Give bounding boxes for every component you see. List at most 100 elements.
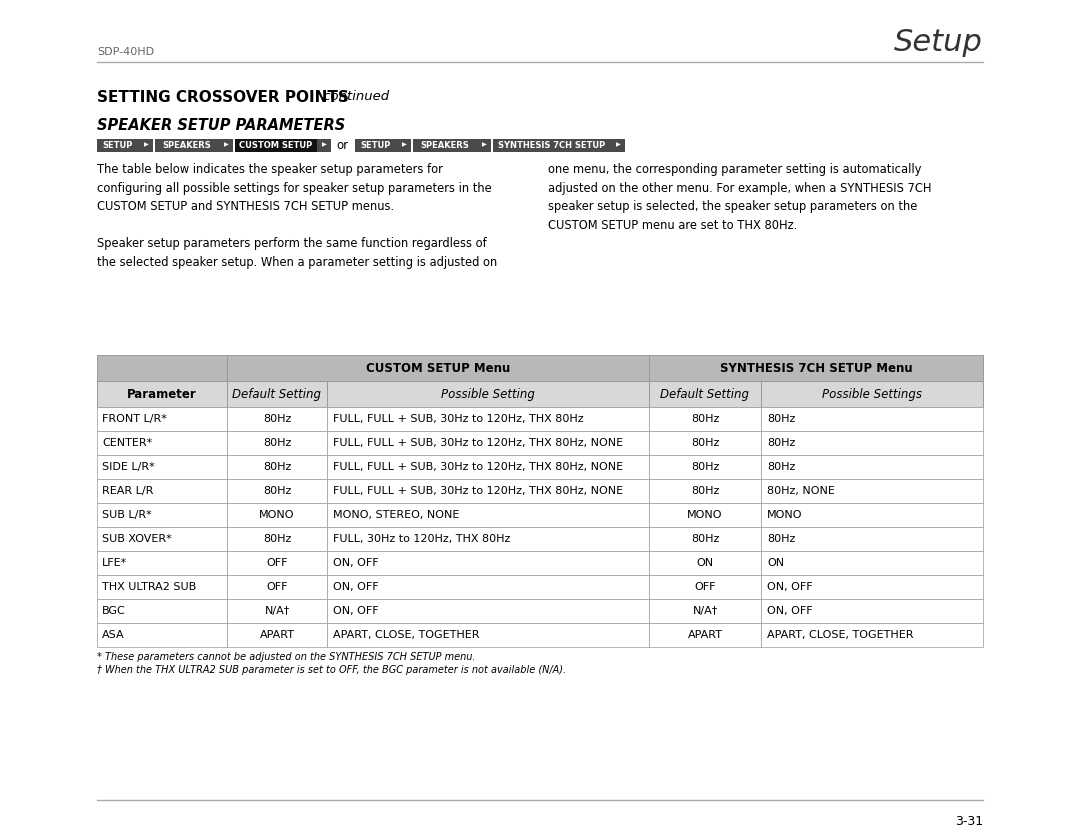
- Bar: [227, 575, 327, 599]
- Text: SYNTHESIS 7CH SETUP Menu: SYNTHESIS 7CH SETUP Menu: [719, 361, 913, 374]
- Text: 80Hz: 80Hz: [691, 534, 719, 544]
- Text: MONO: MONO: [687, 510, 723, 520]
- Text: ▶: ▶: [482, 143, 486, 148]
- Text: MONO: MONO: [259, 510, 295, 520]
- Bar: [97, 479, 227, 503]
- Text: 80Hz: 80Hz: [262, 414, 292, 424]
- Bar: [649, 551, 761, 575]
- Bar: [227, 355, 649, 381]
- Bar: [327, 407, 649, 431]
- Bar: [492, 138, 611, 152]
- Bar: [97, 381, 227, 407]
- Bar: [97, 407, 227, 431]
- Bar: [227, 503, 327, 527]
- Bar: [97, 455, 227, 479]
- Bar: [327, 381, 649, 407]
- Text: SPEAKERS: SPEAKERS: [163, 140, 212, 149]
- Text: 80Hz: 80Hz: [767, 414, 795, 424]
- Text: N/A†: N/A†: [265, 606, 289, 616]
- Bar: [227, 599, 327, 623]
- Bar: [761, 455, 983, 479]
- Text: THX ULTRA2 SUB: THX ULTRA2 SUB: [102, 582, 197, 592]
- Bar: [649, 381, 761, 407]
- Bar: [649, 599, 761, 623]
- Text: OFF: OFF: [267, 582, 287, 592]
- Text: FULL, 30Hz to 120Hz, THX 80Hz: FULL, 30Hz to 120Hz, THX 80Hz: [333, 534, 511, 544]
- Text: Setup: Setup: [894, 28, 983, 57]
- Bar: [611, 138, 625, 152]
- Text: 80Hz: 80Hz: [767, 462, 795, 472]
- Text: SIDE L/R*: SIDE L/R*: [102, 462, 154, 472]
- Bar: [761, 623, 983, 647]
- Bar: [227, 431, 327, 455]
- Text: 80Hz: 80Hz: [767, 534, 795, 544]
- Bar: [761, 407, 983, 431]
- Bar: [761, 431, 983, 455]
- Bar: [327, 575, 649, 599]
- Bar: [227, 381, 327, 407]
- Bar: [649, 479, 761, 503]
- Bar: [413, 138, 477, 152]
- Bar: [327, 599, 649, 623]
- Text: SETUP: SETUP: [103, 140, 133, 149]
- Bar: [327, 623, 649, 647]
- Bar: [761, 503, 983, 527]
- Bar: [761, 599, 983, 623]
- Bar: [327, 479, 649, 503]
- Text: FULL, FULL + SUB, 30Hz to 120Hz, THX 80Hz, NONE: FULL, FULL + SUB, 30Hz to 120Hz, THX 80H…: [333, 438, 623, 448]
- Text: ▶: ▶: [144, 143, 148, 148]
- Text: ON, OFF: ON, OFF: [333, 606, 379, 616]
- Bar: [327, 431, 649, 455]
- Bar: [139, 138, 153, 152]
- Bar: [649, 355, 983, 381]
- Bar: [327, 503, 649, 527]
- Bar: [156, 138, 219, 152]
- Text: 80Hz: 80Hz: [691, 486, 719, 496]
- Text: 80Hz, NONE: 80Hz, NONE: [767, 486, 835, 496]
- Text: REAR L/R: REAR L/R: [102, 486, 153, 496]
- Bar: [327, 455, 649, 479]
- Bar: [97, 575, 227, 599]
- Text: ▶: ▶: [402, 143, 406, 148]
- Bar: [649, 407, 761, 431]
- Text: FULL, FULL + SUB, 30Hz to 120Hz, THX 80Hz, NONE: FULL, FULL + SUB, 30Hz to 120Hz, THX 80H…: [333, 486, 623, 496]
- Text: SDP-40HD: SDP-40HD: [97, 47, 154, 57]
- Text: 80Hz: 80Hz: [262, 486, 292, 496]
- Text: CENTER*: CENTER*: [102, 438, 152, 448]
- Text: SETUP: SETUP: [361, 140, 391, 149]
- Text: * These parameters cannot be adjusted on the SYNTHESIS 7CH SETUP menu.: * These parameters cannot be adjusted on…: [97, 652, 475, 662]
- Bar: [355, 138, 397, 152]
- Bar: [97, 138, 139, 152]
- Bar: [97, 599, 227, 623]
- Text: LFE*: LFE*: [102, 558, 127, 568]
- Text: N/A†: N/A†: [692, 606, 717, 616]
- Text: 80Hz: 80Hz: [262, 462, 292, 472]
- Bar: [227, 455, 327, 479]
- Text: MONO: MONO: [767, 510, 802, 520]
- Text: SPEAKER SETUP PARAMETERS: SPEAKER SETUP PARAMETERS: [97, 118, 346, 133]
- Text: FULL, FULL + SUB, 30Hz to 120Hz, THX 80Hz, NONE: FULL, FULL + SUB, 30Hz to 120Hz, THX 80H…: [333, 462, 623, 472]
- Text: ON, OFF: ON, OFF: [767, 582, 812, 592]
- Text: MONO, STEREO, NONE: MONO, STEREO, NONE: [333, 510, 459, 520]
- Text: ON, OFF: ON, OFF: [333, 582, 379, 592]
- Text: one menu, the corresponding parameter setting is automatically
adjusted on the o: one menu, the corresponding parameter se…: [548, 163, 931, 232]
- Text: Possible Setting: Possible Setting: [441, 388, 535, 400]
- Bar: [227, 551, 327, 575]
- Text: APART: APART: [259, 630, 295, 640]
- Text: ON, OFF: ON, OFF: [767, 606, 812, 616]
- Text: 80Hz: 80Hz: [262, 534, 292, 544]
- Bar: [397, 138, 411, 152]
- Bar: [97, 623, 227, 647]
- Bar: [761, 551, 983, 575]
- Text: 80Hz: 80Hz: [691, 414, 719, 424]
- Bar: [227, 407, 327, 431]
- Text: 80Hz: 80Hz: [262, 438, 292, 448]
- Bar: [477, 138, 491, 152]
- Bar: [649, 455, 761, 479]
- Bar: [649, 527, 761, 551]
- Text: ▶: ▶: [322, 143, 326, 148]
- Text: or: or: [336, 138, 348, 152]
- Text: ON: ON: [697, 558, 714, 568]
- Text: CUSTOM SETUP Menu: CUSTOM SETUP Menu: [366, 361, 510, 374]
- Text: SPEAKERS: SPEAKERS: [420, 140, 470, 149]
